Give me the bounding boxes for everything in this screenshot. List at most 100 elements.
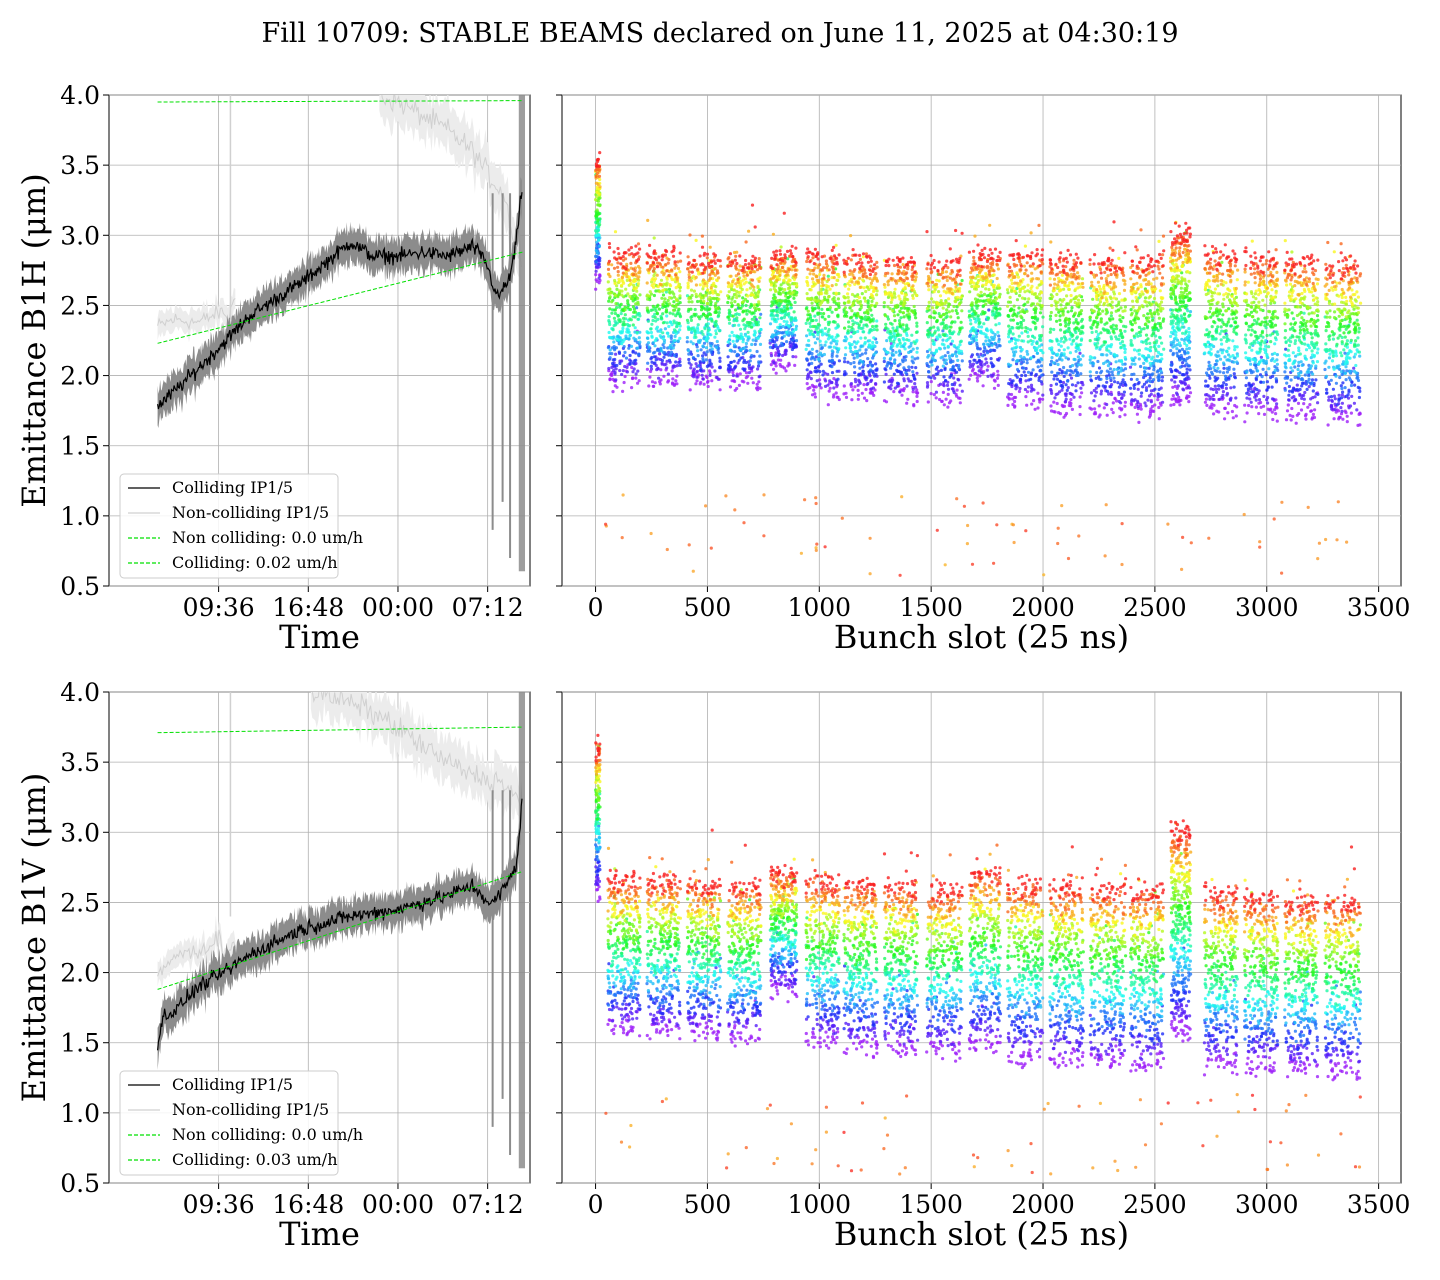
scatter-point: [889, 292, 894, 297]
scatter-point: [836, 334, 840, 338]
scatter-point: [610, 311, 614, 315]
scatter-point: [860, 261, 864, 265]
scatter-point: [982, 345, 987, 349]
scatter-point: [1111, 411, 1115, 415]
scatter-point: [704, 265, 708, 269]
scatter-point: [727, 308, 731, 312]
scatter-point: [622, 320, 626, 324]
scatter-point: [978, 252, 982, 256]
scatter-point: [944, 270, 949, 274]
scatter-point: [628, 294, 632, 298]
scatter-point: [710, 379, 714, 383]
scatter-point: [595, 208, 599, 212]
scatter-point: [1035, 295, 1039, 299]
scatter-point: [958, 286, 962, 291]
scatter-point: [979, 367, 983, 371]
scatter-point: [941, 306, 945, 310]
scatter-point: [942, 333, 947, 337]
scatter-point: [748, 286, 753, 290]
bunch-train: [1088, 220, 1128, 419]
scatter-point: [675, 312, 679, 316]
scatter-point: [656, 329, 660, 333]
scatter-point: [1052, 377, 1056, 381]
scatter-point: [653, 277, 658, 281]
scatter-point: [665, 359, 669, 363]
scatter-point: [718, 359, 722, 363]
non-colliding-band: [157, 287, 236, 343]
scatter-point: [713, 310, 717, 314]
scatter-point: [985, 266, 990, 270]
scatter-point: [667, 324, 671, 329]
scatter-point: [631, 349, 635, 353]
scatter-point: [899, 372, 903, 376]
scatter-point: [728, 385, 733, 389]
scatter-point: [907, 365, 911, 369]
scatter-point: [997, 295, 1001, 299]
scatter-point: [832, 338, 836, 342]
scatter-point: [937, 333, 941, 337]
scatter-point: [754, 307, 759, 311]
scatter-point: [759, 266, 763, 270]
scatter-point: [836, 297, 841, 301]
scatter-point: [623, 313, 627, 317]
scatter-point: [649, 369, 653, 373]
scatter-point: [660, 358, 665, 363]
scatter-point: [1020, 331, 1024, 335]
scatter-point: [813, 247, 818, 251]
scatter-point: [686, 284, 690, 288]
scatter-point: [938, 294, 943, 298]
scatter-point: [856, 393, 861, 397]
scatter-point: [889, 387, 893, 391]
scatter-point: [974, 338, 979, 342]
scatter-point: [775, 335, 780, 340]
scatter-point: [1076, 271, 1080, 275]
scatter-point: [747, 335, 751, 339]
scatter-point: [781, 343, 785, 347]
scatter-point: [678, 251, 682, 255]
scatter-point: [949, 325, 953, 329]
scatter-point: [899, 344, 903, 349]
scatter-point: [826, 403, 830, 407]
scatter-point: [740, 335, 744, 339]
scatter-point: [843, 370, 847, 374]
scatter-point: [668, 296, 672, 300]
scatter-point: [827, 314, 831, 319]
scatter-point: [672, 321, 676, 325]
scatter-point: [617, 252, 621, 256]
scatter-point: [1058, 323, 1063, 327]
scatter-point: [1049, 363, 1053, 367]
scatter-point: [913, 278, 918, 282]
scatter-point: [896, 369, 900, 374]
scatter-point: [696, 330, 700, 334]
scatter-point: [932, 325, 936, 329]
scatter-point: [1029, 231, 1033, 235]
scatter-point: [1035, 341, 1039, 346]
scatter-point: [618, 359, 622, 363]
scatter-point: [902, 298, 906, 302]
scatter-point: [779, 269, 783, 273]
scatter-point: [1029, 256, 1033, 261]
scatter-point: [737, 358, 741, 362]
scatter-point: [608, 287, 612, 291]
scatter-point: [625, 322, 630, 327]
scatter-point: [701, 278, 706, 282]
scatter-point: [977, 317, 981, 321]
scatter-point: [698, 382, 702, 386]
scatter-point: [596, 229, 600, 233]
scatter-point: [676, 284, 680, 288]
scatter-point: [864, 274, 868, 279]
scatter-point: [886, 271, 890, 275]
scatter-point: [914, 293, 919, 297]
scatter-point: [774, 284, 778, 288]
scatter-point: [901, 263, 905, 267]
scatter-point: [837, 359, 842, 363]
scatter-point: [886, 317, 891, 321]
scatter-point: [956, 358, 960, 362]
scatter-point: [672, 295, 677, 299]
scatter-point: [982, 342, 986, 346]
scatter-point: [869, 259, 873, 263]
scatter-point: [932, 393, 936, 397]
scatter-point: [734, 274, 738, 278]
scatter-point: [815, 252, 819, 256]
